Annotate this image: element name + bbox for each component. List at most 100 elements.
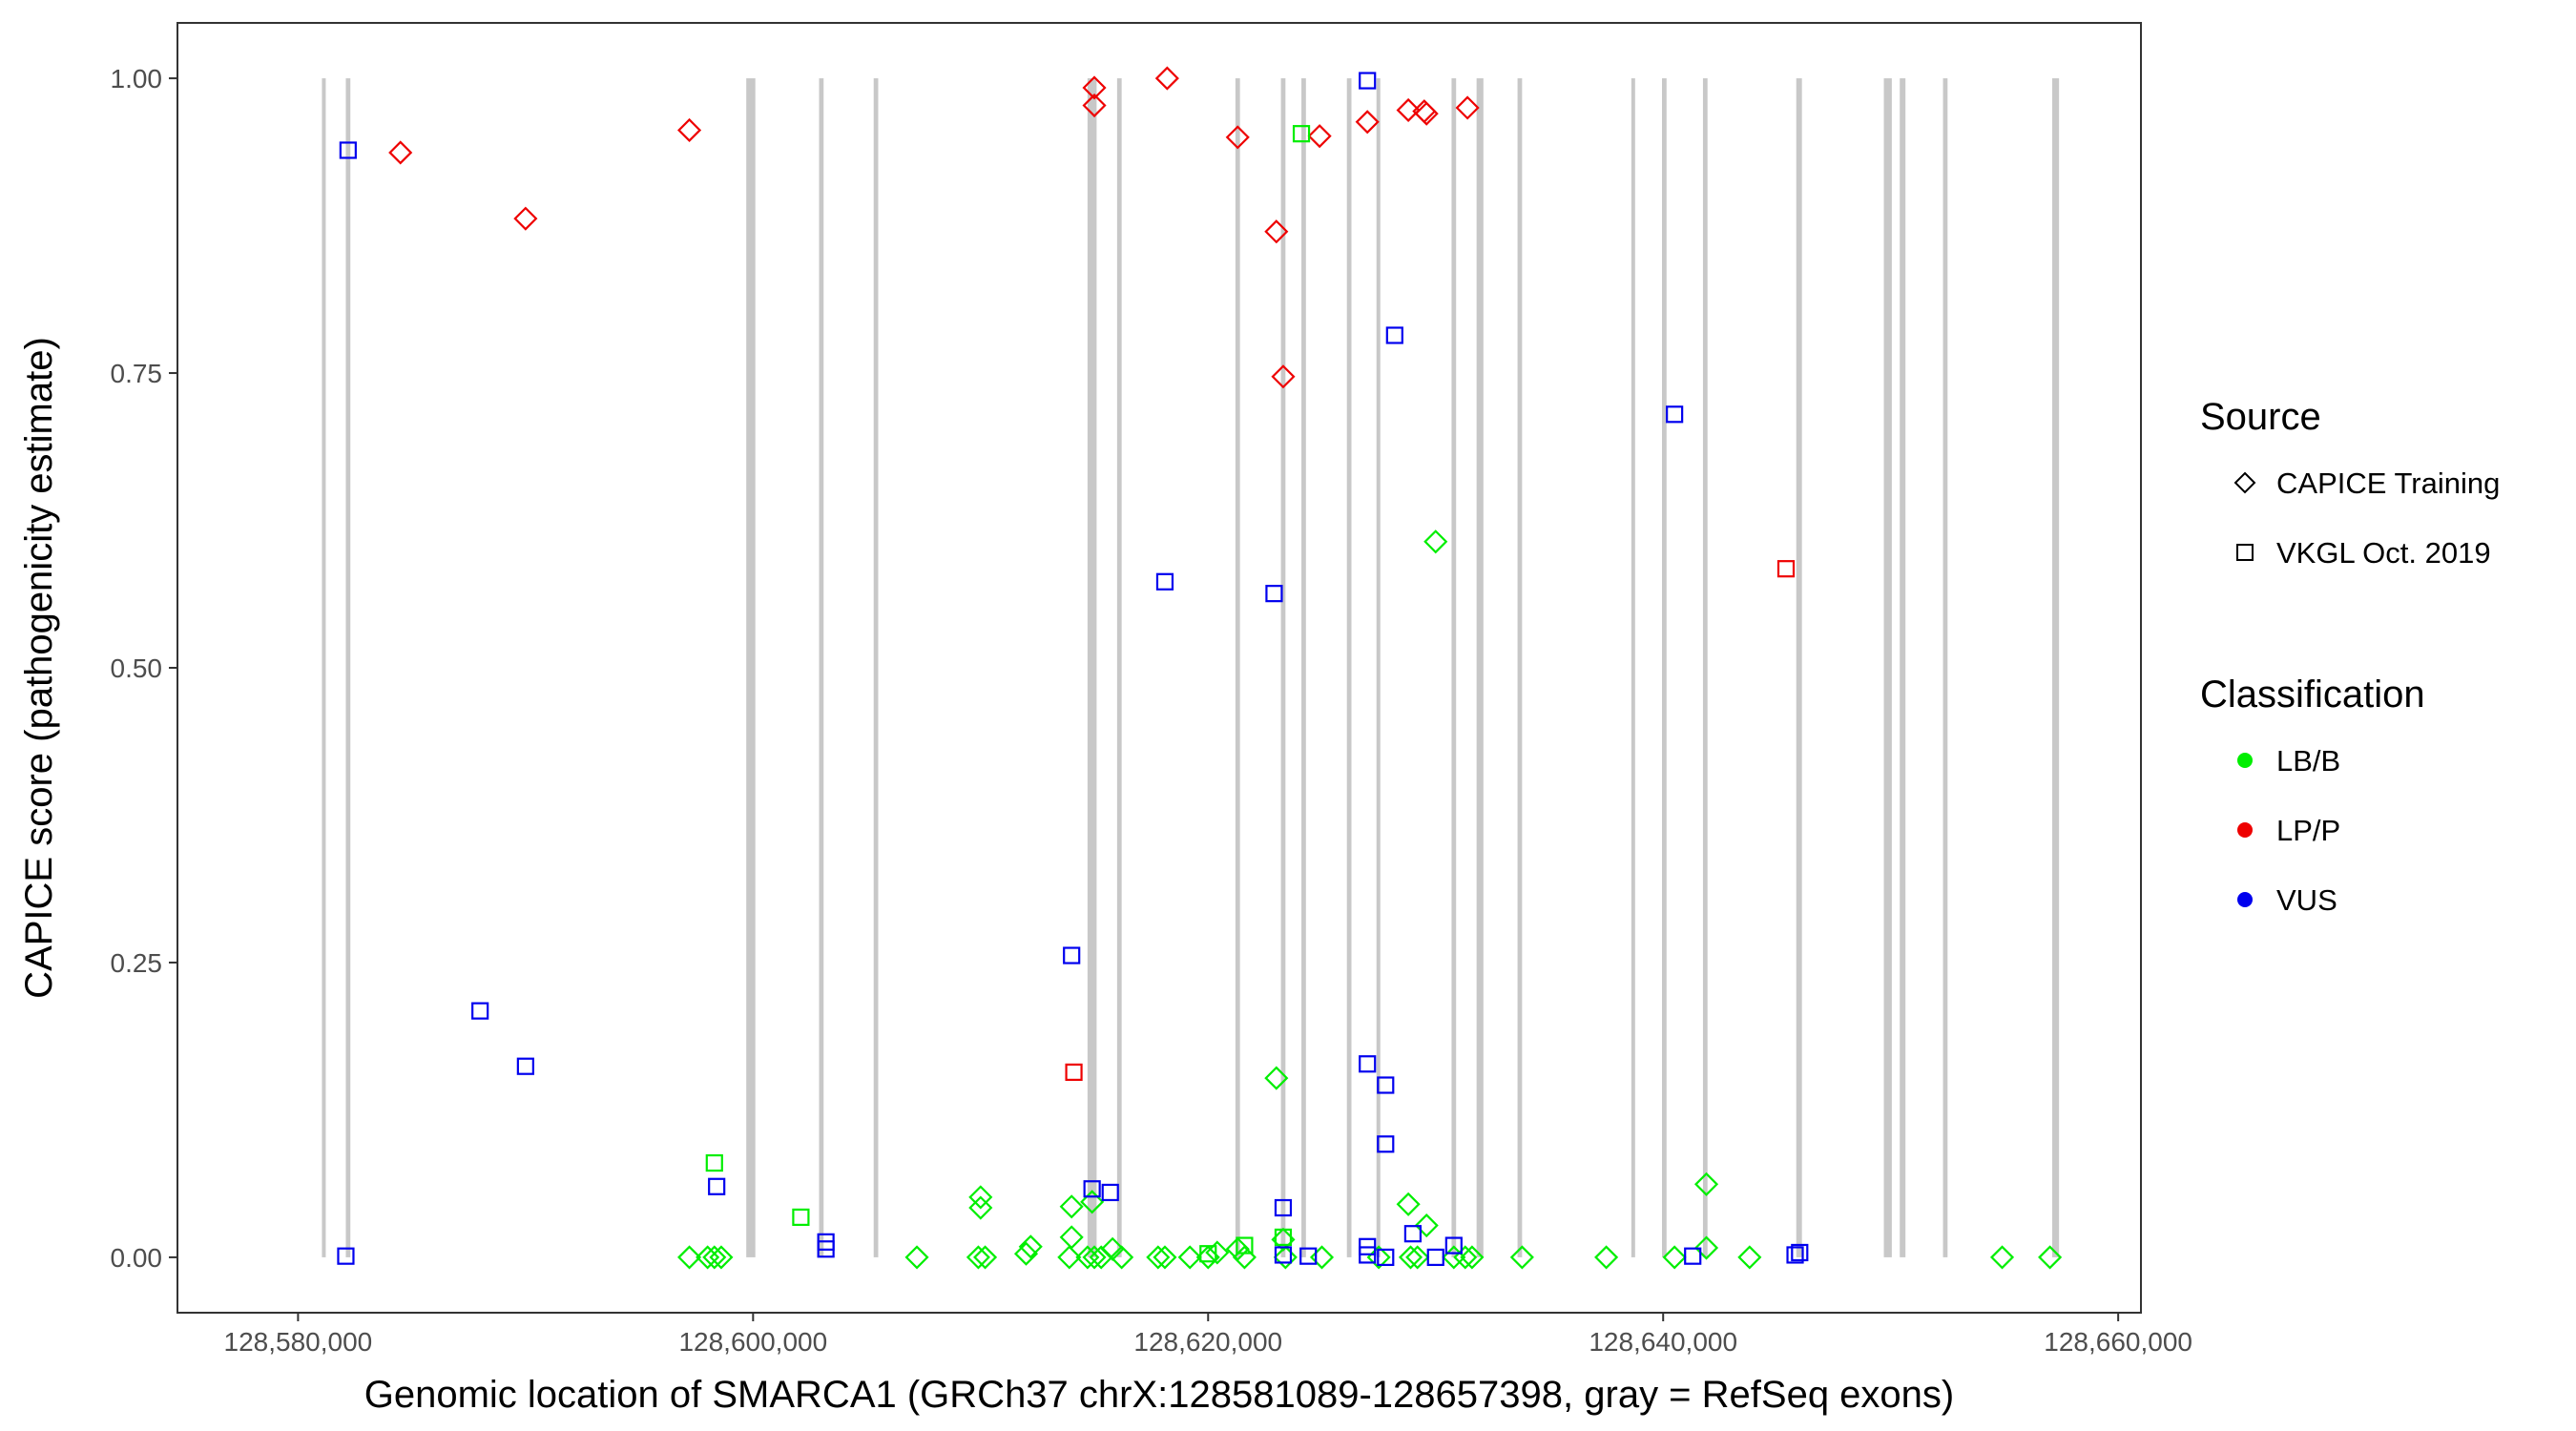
exon-band [1883, 78, 1892, 1257]
diamond-point [1989, 1245, 2015, 1270]
diamond-point [702, 1245, 727, 1270]
diamond-point [1693, 1235, 1719, 1260]
square-point [1299, 1247, 1318, 1265]
square-point [705, 1153, 723, 1172]
exon-band [1796, 78, 1802, 1257]
legend-key-dot [2237, 753, 2253, 768]
exon-band [1116, 78, 1122, 1257]
diamond-point [1057, 1245, 1082, 1270]
exon-band [1346, 78, 1352, 1257]
diamond-point [513, 206, 538, 231]
exon-band [1376, 78, 1381, 1257]
square-point [1444, 1236, 1463, 1255]
diamond-point [1398, 1245, 1423, 1270]
square-point [1101, 1183, 1119, 1202]
square-point [1274, 1246, 1293, 1264]
square-point [1377, 1076, 1395, 1094]
square-point [1786, 1246, 1804, 1264]
exon-band [1235, 78, 1240, 1257]
diamond-point [1662, 1245, 1687, 1270]
legend-key-square [2236, 544, 2254, 561]
diamond-point [1225, 125, 1250, 150]
diamond-point [1018, 1234, 1043, 1259]
diamond-point [1264, 1066, 1289, 1090]
x-tick-label: 128,620,000 [1133, 1327, 1282, 1357]
y-tick-label: 0.75 [111, 359, 163, 388]
square-point [1426, 1248, 1444, 1267]
square-point [1666, 405, 1684, 424]
diamond-point [1013, 1241, 1039, 1266]
square-point [1791, 1243, 1809, 1262]
x-axis-title: Genomic location of SMARCA1 (GRCh37 chrX… [364, 1374, 1955, 1416]
exon-band [1662, 78, 1667, 1257]
square-point [1403, 1225, 1422, 1243]
square-point [1065, 1063, 1083, 1081]
legend-label-source: VKGL Oct. 2019 [2276, 536, 2491, 570]
legend-label-classification: VUS [2276, 883, 2337, 917]
square-point [1377, 1248, 1395, 1267]
diamond-point [968, 1185, 993, 1210]
diamond-point [1509, 1245, 1534, 1270]
diamond-point [1082, 93, 1107, 118]
y-tick-label: 0.50 [111, 653, 163, 683]
square-point [1684, 1247, 1702, 1265]
diamond-point [1693, 1172, 1719, 1196]
square-point [817, 1240, 835, 1258]
square-point [1359, 1246, 1377, 1264]
diamond-point [2038, 1245, 2063, 1270]
square-point [708, 1177, 726, 1195]
legend-title-source: Source [2200, 396, 2321, 438]
diamond-point [1355, 110, 1380, 135]
diamond-point [1059, 1194, 1084, 1219]
exon-band [1631, 78, 1635, 1257]
diamond-point [677, 1245, 702, 1270]
x-tick-label: 128,600,000 [678, 1327, 827, 1357]
square-point [339, 141, 357, 159]
square-point [471, 1002, 489, 1020]
y-tick-label: 0.25 [111, 948, 163, 978]
square-point [1199, 1245, 1217, 1263]
square-point [1274, 1228, 1293, 1247]
square-point [1359, 72, 1377, 90]
legend-label-classification: LP/P [2276, 814, 2340, 847]
diamond-point [709, 1245, 734, 1270]
diamond-point [1271, 364, 1296, 389]
diamond-point [677, 117, 702, 143]
square-point [1083, 1180, 1101, 1198]
diamond-point [1414, 101, 1439, 126]
diamond-point [1273, 1245, 1298, 1270]
square-point [1385, 326, 1403, 344]
diamond-point [1082, 1245, 1107, 1270]
y-axis-title: CAPICE score (pathogenicity estimate) [18, 337, 60, 999]
legend-label-source: CAPICE Training [2276, 467, 2500, 500]
diamond-point [1460, 1245, 1485, 1270]
diamond-point [1423, 529, 1448, 554]
square-point [1274, 1198, 1293, 1217]
square-point [337, 1247, 355, 1265]
square-point [1359, 1055, 1377, 1073]
diamond-point [388, 140, 413, 165]
legend-key-dot [2237, 822, 2253, 838]
legend-key-diamond [2233, 471, 2256, 494]
square-point [1292, 125, 1311, 143]
diamond-point [1264, 219, 1289, 244]
exon-bands [322, 78, 2060, 1257]
exon-band [1942, 78, 1948, 1257]
exon-band [819, 78, 824, 1257]
legend-key-dot [2237, 892, 2253, 907]
legend-title-classification: Classification [2200, 674, 2425, 716]
exon-band [1301, 78, 1306, 1257]
diamond-point [966, 1245, 990, 1270]
diamond-point [1396, 97, 1421, 123]
square-point [516, 1057, 534, 1075]
diamond-point [1082, 75, 1107, 100]
diamond-point [1153, 1245, 1177, 1270]
exon-band [1900, 78, 1906, 1257]
data-points [337, 66, 2063, 1270]
square-point [1377, 1135, 1395, 1153]
exon-band [1702, 78, 1708, 1257]
square-point [1265, 585, 1283, 603]
diamond-point [1146, 1245, 1171, 1270]
